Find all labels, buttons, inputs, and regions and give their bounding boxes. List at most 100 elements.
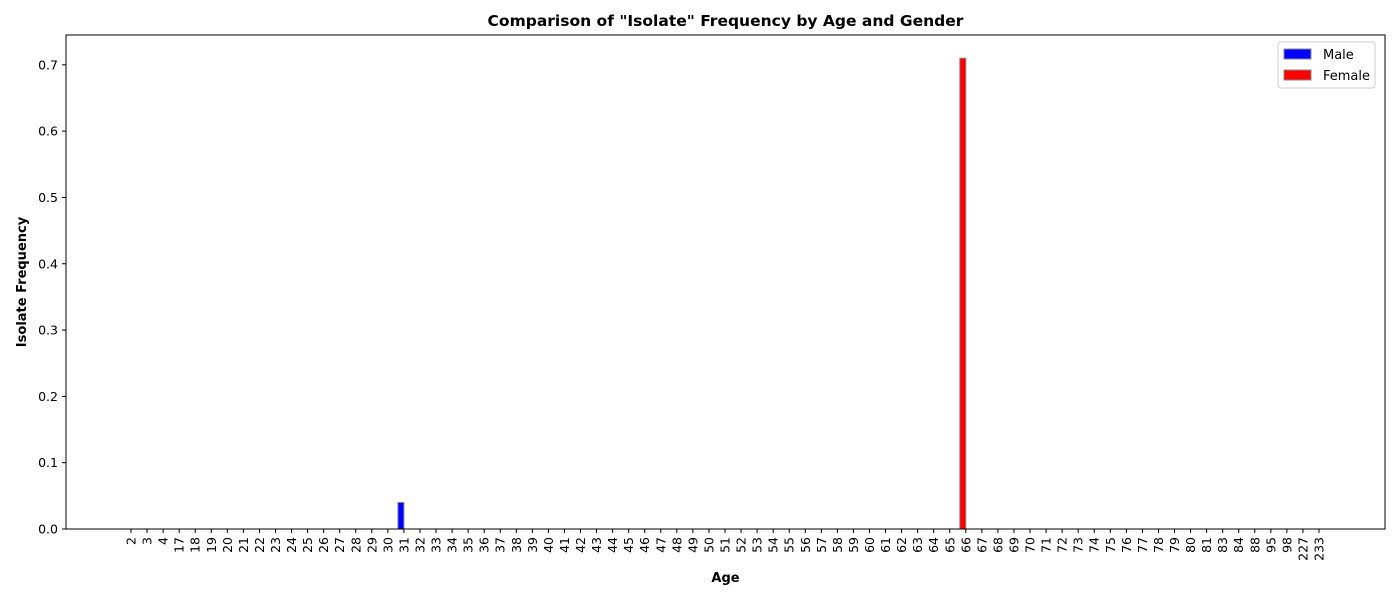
x-tick-label: 17: [172, 537, 187, 553]
x-tick-label: 43: [589, 537, 604, 553]
legend-swatch-female: [1283, 69, 1312, 81]
x-tick-label: 98: [1279, 537, 1294, 553]
x-axis: 2 3 4 17 18 19 20 21 22 23 24 25 26 27 28 29 30 31 32 33 34 3…: [124, 529, 1327, 561]
x-tick-label: 81: [1199, 537, 1214, 553]
y-tick-label: 0.4: [38, 256, 58, 271]
x-tick-label: 71: [1039, 537, 1054, 553]
x-tick-label: 21: [236, 537, 251, 553]
x-tick-label: 31: [396, 537, 411, 553]
x-tick-label: 56: [798, 537, 813, 553]
x-tick-label: 41: [557, 537, 572, 553]
x-tick-label: 49: [685, 537, 700, 553]
x-tick-label: 60: [862, 537, 877, 553]
x-tick-label: 46: [637, 537, 652, 553]
y-tick-label: 0.2: [38, 389, 58, 404]
x-tick-label: 57: [814, 537, 829, 553]
x-tick-label: 79: [1167, 537, 1182, 553]
x-tick-label: 58: [830, 537, 845, 553]
x-tick-label: 64: [926, 537, 941, 553]
x-tick-label: 30: [380, 537, 395, 553]
x-tick-label: 23: [268, 537, 283, 553]
x-tick-label: 37: [493, 537, 508, 553]
x-tick-label: 18: [188, 537, 203, 553]
x-tick-label: 3: [140, 537, 155, 545]
x-tick-label: 83: [1215, 537, 1230, 553]
x-tick-label: 80: [1183, 537, 1198, 553]
y-tick-label: 0.3: [38, 323, 58, 338]
x-tick-label: 75: [1103, 537, 1118, 553]
x-tick-label: 68: [990, 537, 1005, 553]
x-tick-label: 67: [974, 537, 989, 553]
y-tick-label: 0.5: [38, 190, 58, 205]
x-tick-label: 33: [429, 537, 444, 553]
x-tick-label: 61: [878, 537, 893, 553]
x-tick-label: 52: [734, 537, 749, 553]
x-tick-label: 34: [445, 537, 460, 553]
x-tick-label: 26: [316, 537, 331, 553]
x-tick-label: 36: [477, 537, 492, 553]
x-tick-label: 50: [701, 537, 716, 553]
x-tick-label: 40: [541, 537, 556, 553]
plot-frame: [65, 34, 1386, 530]
x-tick-label: 76: [1119, 537, 1134, 553]
x-tick-label: 95: [1263, 537, 1278, 553]
x-tick-label: 59: [846, 537, 861, 553]
x-tick-label: 78: [1151, 537, 1166, 553]
x-tick-label: 70: [1023, 537, 1038, 553]
x-tick-label: 227: [1295, 537, 1310, 561]
x-tick-label: 45: [621, 537, 636, 553]
x-tick-label: 27: [332, 537, 347, 553]
x-tick-label: 65: [942, 537, 957, 553]
x-tick-label: 53: [750, 537, 765, 553]
x-tick-label: 22: [252, 537, 267, 553]
y-axis-title-group: Isolate Frequency: [15, 216, 30, 347]
x-tick-label: 24: [284, 537, 299, 553]
x-tick-label: 51: [718, 537, 733, 553]
y-axis: 0.0 0.1 0.2 0.3 0.4 0.5 0.6 0.7: [38, 57, 66, 537]
x-tick-label: 63: [910, 537, 925, 553]
x-tick-label: 48: [669, 537, 684, 553]
x-tick-label: 84: [1231, 537, 1246, 553]
x-tick-label: 73: [1071, 537, 1086, 553]
y-tick-label: 0.1: [38, 455, 58, 470]
x-tick-label: 19: [204, 537, 219, 553]
x-tick-label: 29: [364, 537, 379, 553]
x-tick-label: 20: [220, 537, 235, 553]
x-tick-label: 32: [412, 537, 427, 553]
legend-swatch-male: [1283, 48, 1312, 60]
x-tick-label: 54: [766, 537, 781, 553]
legend-label-male: Male: [1323, 48, 1354, 63]
y-axis-title: Isolate Frequency: [15, 216, 30, 347]
legend-label-female: Female: [1323, 69, 1370, 84]
x-tick-label: 39: [525, 537, 540, 553]
bar-male-31: [397, 501, 405, 530]
x-tick-label: 62: [894, 537, 909, 553]
y-tick-label: 0.6: [38, 124, 58, 139]
x-tick-label: 88: [1247, 537, 1262, 553]
y-tick-label: 0.7: [38, 57, 58, 72]
chart-title: Comparison of "Isolate" Frequency by Age…: [488, 12, 964, 30]
x-tick-label: 69: [1006, 537, 1021, 553]
x-tick-label: 233: [1312, 537, 1327, 561]
x-tick-label: 4: [156, 537, 171, 545]
x-tick-label: 35: [461, 537, 476, 553]
x-tick-label: 72: [1055, 537, 1070, 553]
x-tick-label: 55: [782, 537, 797, 553]
bars: [397, 57, 967, 530]
x-tick-label: 47: [653, 537, 668, 553]
y-tick-label: 0.0: [38, 522, 58, 537]
x-tick-label: 74: [1087, 537, 1102, 553]
x-tick-label: 25: [300, 537, 315, 553]
x-tick-label: 2: [124, 537, 139, 545]
x-tick-label: 42: [573, 537, 588, 553]
x-tick-label: 77: [1135, 537, 1150, 553]
x-tick-label: 66: [958, 537, 973, 553]
x-tick-label: 38: [509, 537, 524, 553]
x-tick-label: 44: [605, 537, 620, 553]
bar-female-66: [959, 57, 967, 530]
x-axis-title: Age: [711, 571, 739, 586]
x-tick-label: 28: [348, 537, 363, 553]
legend: Male Female: [1277, 41, 1376, 89]
